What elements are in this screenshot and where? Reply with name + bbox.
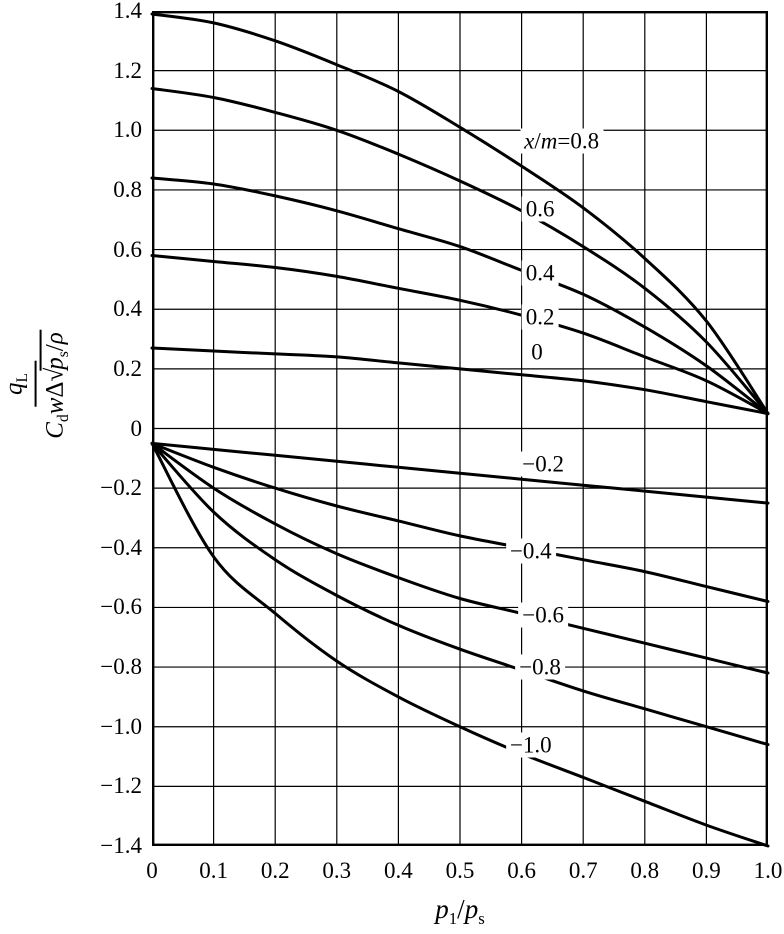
y-axis-denominator: CdwΔ√ps/ρ xyxy=(37,329,74,439)
x-tick-label: 0.6 xyxy=(507,858,536,883)
text-part: C xyxy=(42,422,69,439)
y-axis-numerator: qL xyxy=(0,361,37,407)
y-tick-label: 1.0 xyxy=(113,117,142,143)
text-part: −0.8 xyxy=(519,654,561,680)
curve-label-0: 0 xyxy=(527,339,547,365)
text-part: −0.6 xyxy=(522,602,565,628)
x-tick-label: 0.2 xyxy=(260,858,290,883)
curve-8-xm-0.8 xyxy=(150,441,770,747)
y-tick-label: −1.0 xyxy=(100,713,142,739)
x-tick-label: 1.0 xyxy=(753,858,783,883)
text-part: m xyxy=(540,128,558,154)
y-tick-label: 1.4 xyxy=(113,0,142,23)
curve-4-xm0 xyxy=(150,346,770,416)
text-part: s xyxy=(478,908,485,928)
curve-label-0.6: 0.6 xyxy=(521,196,559,222)
text-part: 1 xyxy=(448,908,458,928)
x-axis-title: p1/ps xyxy=(435,894,484,929)
chart-canvas xyxy=(150,11,770,848)
x-tick-label: 0.1 xyxy=(199,858,228,883)
x-tick-label: 0.4 xyxy=(384,858,413,883)
x-tick-label: 0.7 xyxy=(568,858,598,883)
text-part: =0.8 xyxy=(557,128,600,154)
text-part: ps/ρ xyxy=(40,329,74,371)
y-tick-label: 0.6 xyxy=(113,236,142,262)
y-tick-label: −0.4 xyxy=(100,534,142,560)
y-axis-title: qL CdwΔ√ps/ρ xyxy=(0,329,74,439)
curve-2-xm0.4 xyxy=(150,176,770,416)
text-part: 0 xyxy=(531,339,543,365)
y-tick-label: 0.8 xyxy=(113,176,142,202)
text-part: p xyxy=(42,357,69,370)
text-part: / xyxy=(534,128,541,154)
text-part: / xyxy=(457,894,465,924)
curve-label-0.4: 0.4 xyxy=(521,260,559,286)
text-part: w xyxy=(42,397,69,415)
curve-label-0.6: −0.6 xyxy=(518,602,569,628)
y-tick-label: −0.2 xyxy=(100,475,142,501)
x-tick-label: 0 xyxy=(146,858,158,883)
y-tick-label: −1.4 xyxy=(100,833,142,858)
y-tick-label: 1.2 xyxy=(113,57,142,83)
y-axis-fraction: qL CdwΔ√ps/ρ xyxy=(0,329,74,439)
x-tick-label: 0.9 xyxy=(692,858,721,883)
text-part: q xyxy=(0,382,28,395)
curve-5-xm-0.2 xyxy=(150,441,770,505)
curve-label-0.2: −0.2 xyxy=(518,451,569,477)
y-tick-label: −1.2 xyxy=(100,773,142,799)
y-tick-label: 0.4 xyxy=(113,296,142,322)
y-tick-label: 0 xyxy=(130,415,143,441)
curve-label-0.2: 0.2 xyxy=(521,304,559,330)
plot-frame xyxy=(152,11,768,846)
curve-label-0.8: −0.8 xyxy=(515,654,565,680)
text-part: 0.4 xyxy=(525,260,555,286)
curve-3-xm0.2 xyxy=(150,254,770,416)
curve-1-xm0.6 xyxy=(150,87,770,416)
text-part: −0.4 xyxy=(509,538,552,564)
curve-label-0.4: −0.4 xyxy=(505,538,556,564)
x-tick-label: 0.8 xyxy=(630,858,660,883)
text-part: −1.0 xyxy=(509,732,552,758)
text-part: d xyxy=(55,414,73,423)
text-part: p xyxy=(435,894,449,924)
text-part: Δ xyxy=(42,381,69,398)
text-part: s xyxy=(55,351,73,358)
curve-0-xm0.8 xyxy=(150,12,770,416)
text-part: p xyxy=(464,894,479,924)
text-part: 0.6 xyxy=(525,196,555,222)
text-part: / xyxy=(42,344,69,352)
curve-label-1.0: −1.0 xyxy=(505,732,556,758)
text-part: −0.2 xyxy=(522,451,565,477)
text-part: ρ xyxy=(42,332,69,345)
curve-9-xm-1.0 xyxy=(150,441,770,848)
x-tick-label: 0.3 xyxy=(322,858,352,883)
y-tick-label: 0.2 xyxy=(113,355,142,381)
curve-7-xm-0.6 xyxy=(150,441,770,675)
x-tick-label: 0.5 xyxy=(445,858,475,883)
curve-label-x/m=0.8: x/m=0.8 xyxy=(520,128,604,154)
y-tick-label: −0.8 xyxy=(100,654,142,680)
curve-6-xm-0.4 xyxy=(150,441,770,603)
y-tick-label: −0.6 xyxy=(100,594,142,620)
text-part: 0.2 xyxy=(525,304,555,330)
text-part: L xyxy=(14,373,31,383)
text-part: x xyxy=(524,128,535,154)
